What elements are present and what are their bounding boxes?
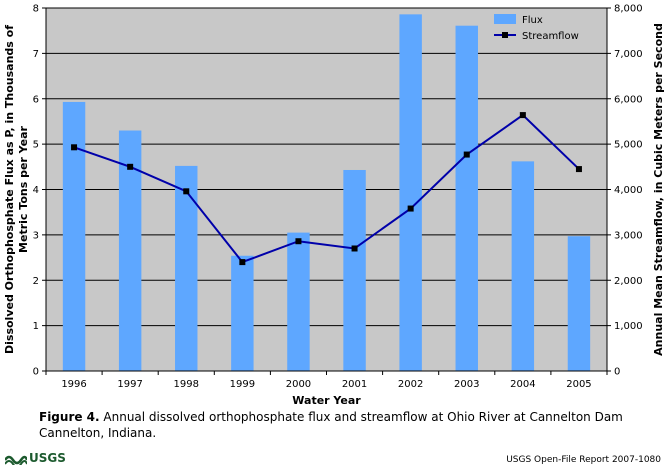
x-tick-label: 2005 [566, 379, 591, 390]
flux-bar [62, 101, 86, 372]
streamflow-point [239, 259, 246, 266]
x-tick-label: 1997 [117, 379, 142, 390]
x-axis-title: Water Year [292, 394, 361, 407]
flux-bar [511, 161, 535, 371]
legend-streamflow-label: Streamflow [522, 31, 579, 42]
right-tick-label: 1,000 [614, 321, 643, 332]
flux-bar [399, 14, 422, 371]
figure-caption-text: Annual dissolved orthophosphate flux and… [39, 410, 623, 440]
right-tick-label: 2,000 [614, 276, 643, 287]
streamflow-point [463, 151, 470, 158]
streamflow-point [407, 205, 414, 212]
x-tick-label: 2001 [342, 379, 367, 390]
streamflow-point [351, 245, 358, 252]
streamflow-point [295, 238, 302, 245]
streamflow-point [127, 163, 134, 170]
streamflow-point [183, 188, 190, 195]
report-number: USGS Open-File Report 2007-1080 [506, 455, 661, 465]
x-tick-label: 1999 [230, 379, 255, 390]
usgs-logo: USGS [5, 451, 66, 465]
left-tick-label: 7 [33, 49, 39, 60]
figure-caption: Figure 4. Annual dissolved orthophosphat… [39, 409, 639, 441]
flux-bar [455, 25, 478, 371]
x-tick-label: 2000 [286, 379, 311, 390]
left-tick-label: 2 [33, 276, 39, 287]
right-tick-label: 5,000 [614, 140, 643, 151]
flux-bar [175, 165, 198, 371]
right-tick-label: 0 [614, 367, 620, 378]
left-tick-label: 4 [33, 185, 39, 196]
left-tick-label: 3 [33, 230, 39, 241]
x-tick-label: 2003 [454, 379, 479, 390]
right-tick-label: 6,000 [614, 94, 643, 105]
chart: 0 1 2 3 4 5 6 7 8 0 1,000 2,000 3,000 4,000 5,000 6,00… [3, 4, 665, 408]
usgs-logo-text: USGS [29, 451, 66, 465]
flux-bar [567, 236, 591, 371]
left-tick-label: 6 [33, 94, 39, 105]
legend-flux-swatch [494, 14, 516, 24]
legend-flux-label: Flux [522, 15, 543, 26]
left-tick-label: 5 [33, 140, 39, 151]
x-tick-label: 1996 [61, 379, 86, 390]
right-tick-label: 7,000 [614, 49, 643, 60]
x-tick-label: 2002 [398, 379, 423, 390]
streamflow-point [575, 166, 582, 173]
streamflow-point [71, 144, 78, 151]
flux-bar [231, 255, 254, 371]
streamflow-line [73, 113, 580, 264]
left-tick-label: 1 [33, 321, 39, 332]
right-tick-label: 4,000 [614, 185, 643, 196]
legend-streamflow-marker [502, 32, 508, 38]
streamflow-point [519, 112, 526, 119]
right-tick-label: 8,000 [614, 4, 643, 15]
left-axis-title-line: Metric Tons per Year [17, 125, 30, 252]
x-tick-label: 2004 [510, 379, 535, 390]
figure-label: Figure 4. [39, 410, 100, 424]
left-axis-title-line: Dissolved Orthophosphate Flux as P, in T… [3, 25, 16, 354]
right-tick-label: 3,000 [614, 230, 643, 241]
right-axis-title: Annual Mean Streamflow, in Cubic Meters … [652, 23, 665, 356]
usgs-wave-icon [5, 455, 27, 465]
flux-bar [343, 169, 366, 371]
left-tick-label: 0 [33, 367, 39, 378]
left-tick-label: 8 [33, 4, 39, 15]
x-tick-label: 1998 [174, 379, 199, 390]
flux-bar [287, 232, 310, 371]
left-axis-title: Dissolved Orthophosphate Flux as P, in T… [3, 25, 30, 354]
flux-bar [118, 130, 142, 371]
